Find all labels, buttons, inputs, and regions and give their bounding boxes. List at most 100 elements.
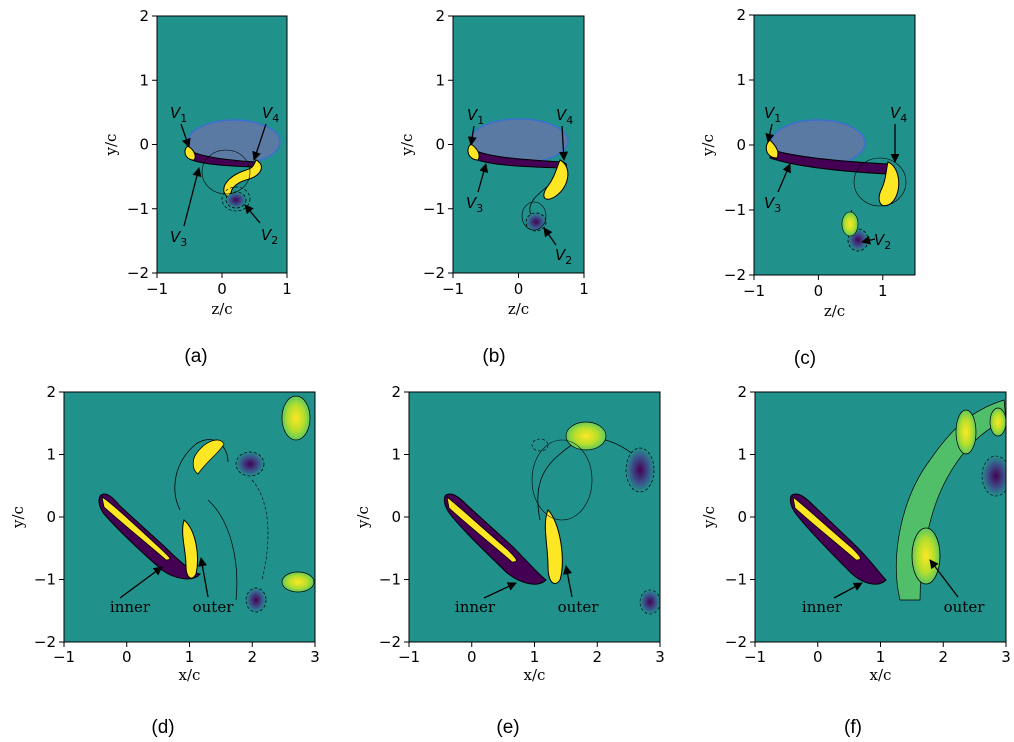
y-tick-label: −2: [379, 633, 401, 651]
label-v4: V4: [262, 104, 279, 125]
panel-d: [63, 391, 316, 643]
label-v1: V1: [170, 104, 187, 125]
arrow-v4: [252, 123, 267, 161]
x-axis-label: z/c: [824, 302, 845, 320]
y-tick-label: 0: [46, 508, 56, 526]
y-tick-label: 1: [139, 71, 149, 89]
label-outer: outer: [944, 598, 986, 616]
airfoil-surface: [446, 496, 517, 563]
x-axis-label: x/c: [870, 666, 892, 684]
y-tick-label: 0: [737, 508, 747, 526]
label-v1: V1: [467, 106, 484, 127]
axes-c: 210−1−2−1 0 1z/cy/c(c): [699, 6, 888, 369]
panel-f: [754, 391, 1007, 643]
y-tick-label: 1: [391, 446, 401, 464]
y-tick-label: 0: [391, 508, 401, 526]
label-v2: V2: [261, 226, 278, 247]
panel-c: [753, 14, 916, 276]
arrow-inner: [833, 582, 863, 599]
panel-caption: (a): [184, 346, 207, 367]
panel-e: [408, 391, 661, 643]
y-tick-label: −2: [127, 264, 149, 282]
x-tick-label: −1: [744, 648, 766, 666]
y-axis-label: y/c: [9, 506, 27, 529]
label-outer: outer: [193, 598, 235, 616]
panel-b: [452, 15, 585, 274]
axes-f: 210−1−2−1 0 1 2 3x/cy/c(f): [700, 383, 1011, 738]
x-tick-label: 2: [592, 648, 602, 666]
y-tick-label: 2: [435, 7, 445, 25]
y-tick-label: 1: [435, 71, 445, 89]
label-v2: V2: [874, 231, 891, 252]
y-axis-label: y/c: [102, 134, 120, 157]
vortex-v1: [467, 143, 480, 161]
arrow-v2: [861, 235, 876, 245]
label-v3: V3: [466, 194, 483, 215]
shed-vortex: [192, 439, 225, 475]
y-tick-label: −1: [34, 571, 56, 589]
arrow-v1: [765, 123, 775, 143]
x-tick-label: 1: [579, 280, 589, 298]
arrow-v3: [183, 167, 202, 227]
y-tick-label: −1: [127, 200, 149, 218]
y-tick-label: 1: [737, 446, 747, 464]
y-tick-label: −1: [379, 571, 401, 589]
x-tick-label: −1: [53, 648, 75, 666]
panel-caption: (d): [151, 717, 174, 738]
y-tick-label: 0: [736, 136, 746, 154]
x-tick-label: 2: [247, 648, 257, 666]
label-inner: inner: [110, 598, 151, 616]
label-v4: V4: [556, 106, 573, 127]
axes-text: 210−1−2−1 0 1z/cy/c(a)210−1−2−1 0 1z/cy/c(b)…: [9, 6, 1011, 738]
x-tick-label: −1: [398, 648, 420, 666]
y-axis-label: y/c: [699, 134, 717, 157]
y-tick-label: 2: [737, 383, 747, 401]
label-v1: V1: [764, 104, 781, 125]
x-tick-label: 1: [876, 648, 886, 666]
outer-vortex: [182, 519, 198, 579]
x-tick-label: 0: [814, 282, 824, 300]
panel-d-plot-bg: [64, 392, 315, 642]
y-tick-label: 2: [139, 7, 149, 25]
x-tick-label: 0: [122, 648, 132, 666]
y-tick-label: −1: [724, 201, 746, 219]
y-tick-label: 2: [736, 6, 746, 24]
x-tick-label: 1: [878, 282, 888, 300]
label-outer: outer: [558, 598, 600, 616]
y-tick-label: 2: [391, 383, 401, 401]
axes-e: 210−1−2−1 0 1 2 3x/cy/c(e): [354, 383, 665, 738]
label-v2: V2: [555, 246, 572, 267]
shed-vortex-negative: [235, 451, 265, 477]
x-axis-label: x/c: [524, 666, 546, 684]
x-tick-label: 0: [467, 648, 477, 666]
vortex-v4: [543, 159, 569, 200]
x-tick-label: −1: [743, 282, 765, 300]
panel-caption: (b): [482, 346, 505, 367]
airfoil-surface: [101, 496, 171, 561]
x-tick-label: 3: [1001, 648, 1011, 666]
arrow-inner: [119, 566, 163, 599]
vortex-v2: [525, 212, 547, 232]
label-v3: V3: [170, 228, 187, 249]
panel-caption: (c): [794, 348, 816, 369]
x-tick-label: 1: [185, 648, 195, 666]
axes-d: 210−1−2−1 0 1 2 3x/cy/c(d): [9, 383, 320, 738]
label-inner: inner: [455, 598, 496, 616]
label-v4: V4: [890, 104, 907, 125]
arrow-v4: [558, 125, 569, 161]
arrow-v3: [777, 163, 791, 193]
y-tick-label: 1: [46, 446, 56, 464]
label-v3: V3: [764, 194, 781, 215]
arrow-outer: [197, 557, 209, 598]
arrow-v3: [477, 163, 489, 193]
arrow-v1: [467, 125, 477, 146]
x-tick-label: −1: [146, 280, 168, 298]
x-axis-label: x/c: [179, 666, 201, 684]
x-axis-label: z/c: [508, 300, 529, 318]
arrow-inner: [483, 582, 517, 599]
axes-b: 210−1−2−1 0 1z/cy/c(b): [398, 7, 589, 367]
axes-a: 210−1−2−1 0 1z/cy/c(a): [102, 7, 292, 367]
y-tick-label: −2: [34, 633, 56, 651]
airfoil-surface: [792, 496, 861, 561]
